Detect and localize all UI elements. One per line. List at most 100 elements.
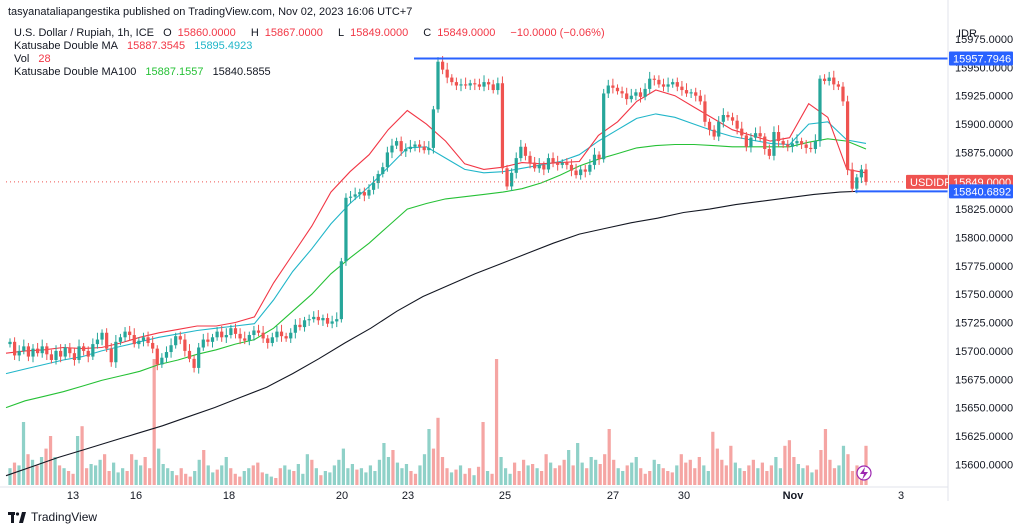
- candle-body: [436, 61, 440, 110]
- candle-body: [583, 169, 587, 172]
- volume-bar: [832, 468, 837, 485]
- candle-body: [588, 164, 592, 172]
- candle-body: [721, 115, 725, 122]
- volume-bar: [116, 472, 120, 485]
- volume-bar: [251, 465, 255, 485]
- volume-bar: [738, 468, 742, 485]
- candle-body: [440, 61, 445, 70]
- price-axis[interactable]: IDR15975.000015950.000015925.000015900.0…: [947, 0, 1013, 501]
- candle-body: [661, 84, 666, 87]
- candle-body: [602, 93, 606, 160]
- candle-body: [592, 154, 597, 165]
- volume-bar: [107, 471, 111, 485]
- indicator-legend-ma100[interactable]: Katusabe Double MA100 15887.1557 15840.5…: [14, 66, 277, 78]
- volume-bar: [341, 448, 346, 485]
- candle-body: [206, 339, 210, 342]
- volume-bar: [287, 469, 291, 485]
- volume-bar: [256, 462, 260, 485]
- candle-body: [261, 332, 265, 339]
- candle-body: [730, 117, 735, 121]
- candle-body: [776, 132, 781, 142]
- volume-bar: [265, 473, 269, 485]
- volume-bar: [837, 465, 841, 485]
- ma1-value-2: 15895.4923: [194, 40, 253, 52]
- time-axis[interactable]: 13 16 18 20 23 25 27 30 Nov 3: [0, 486, 948, 502]
- volume-bar: [841, 445, 846, 485]
- x-tick-label: 23: [402, 490, 414, 502]
- horizontal-lines[interactable]: [6, 57, 948, 193]
- candle-body: [574, 170, 578, 176]
- candle-body: [385, 152, 389, 168]
- volume-bar: [576, 443, 580, 485]
- volume-bar: [810, 472, 814, 485]
- volume-bar: [30, 459, 35, 485]
- candle-body: [717, 121, 721, 137]
- candle-body: [648, 78, 652, 89]
- candle-body: [371, 183, 376, 190]
- candle-body: [321, 318, 325, 321]
- low-value: 15849.0000: [350, 27, 409, 39]
- candle-body: [519, 146, 523, 159]
- volume-bar: [269, 476, 273, 485]
- candle-body: [666, 84, 670, 87]
- volume-bar: [206, 465, 210, 485]
- y-tick-label: 15650.0000: [955, 403, 1013, 415]
- candle-body: [533, 162, 537, 169]
- volume-bar: [274, 478, 278, 485]
- tradingview-footer[interactable]: TradingView: [8, 510, 97, 524]
- candle-body: [634, 92, 638, 96]
- price-label-text: 15840.6892: [953, 186, 1011, 198]
- candle-body: [381, 167, 385, 174]
- volume-bar: [702, 465, 706, 485]
- volume-bar: [242, 471, 246, 485]
- candle-body: [100, 332, 104, 340]
- brand-name: TradingView: [31, 510, 98, 524]
- candle-body: [496, 83, 500, 91]
- candle-body: [390, 145, 394, 153]
- volume-bar: [742, 471, 746, 485]
- volume-bar: [765, 471, 769, 485]
- candle-body: [546, 158, 551, 170]
- candle-body: [482, 82, 486, 87]
- symbol-name[interactable]: U.S. Dollar / Rupiah, 1h, ICE: [14, 27, 155, 39]
- candle-body: [252, 330, 256, 336]
- volume-bar: [323, 471, 327, 485]
- ma2-name: Katusabe Double MA100: [14, 66, 137, 78]
- volume-bar: [760, 462, 764, 485]
- indicator-legend-vol[interactable]: Vol 28: [14, 53, 57, 65]
- volume-bar: [512, 462, 517, 485]
- candle-body: [358, 192, 362, 195]
- candle-body: [72, 353, 77, 360]
- candle-body: [49, 354, 54, 360]
- candle-body: [859, 169, 864, 178]
- volume-bar: [747, 465, 751, 485]
- candle-body: [302, 320, 307, 328]
- candle-body: [740, 128, 744, 136]
- volume-bar: [134, 459, 138, 485]
- ohlc-low: L 15849.0000: [338, 27, 414, 39]
- open-value: 15860.0000: [177, 27, 236, 39]
- candle-body: [316, 316, 320, 321]
- candle-body: [836, 84, 840, 87]
- candle-body: [63, 347, 67, 357]
- volume-bar: [17, 465, 21, 485]
- volume-bar: [449, 472, 454, 485]
- volume-bar: [143, 457, 147, 485]
- volume-bar: [476, 466, 481, 485]
- volume-bar: [211, 472, 215, 485]
- x-tick-label: Nov: [783, 490, 805, 502]
- candle-body: [413, 144, 417, 147]
- y-tick-label: 15750.0000: [955, 289, 1013, 301]
- volume-bar: [819, 450, 823, 485]
- candle-body: [671, 82, 675, 85]
- volume-bar: [292, 471, 296, 485]
- indicator-legend-ma[interactable]: Katusabe Double MA 15887.3545 15895.4923: [14, 40, 258, 52]
- candle-body: [638, 92, 643, 97]
- candle-body: [22, 346, 26, 351]
- candle-body: [712, 129, 716, 137]
- volume-bar: [382, 443, 386, 485]
- candle-body: [123, 331, 127, 338]
- candle-body: [832, 77, 836, 85]
- volume-bar: [427, 429, 431, 485]
